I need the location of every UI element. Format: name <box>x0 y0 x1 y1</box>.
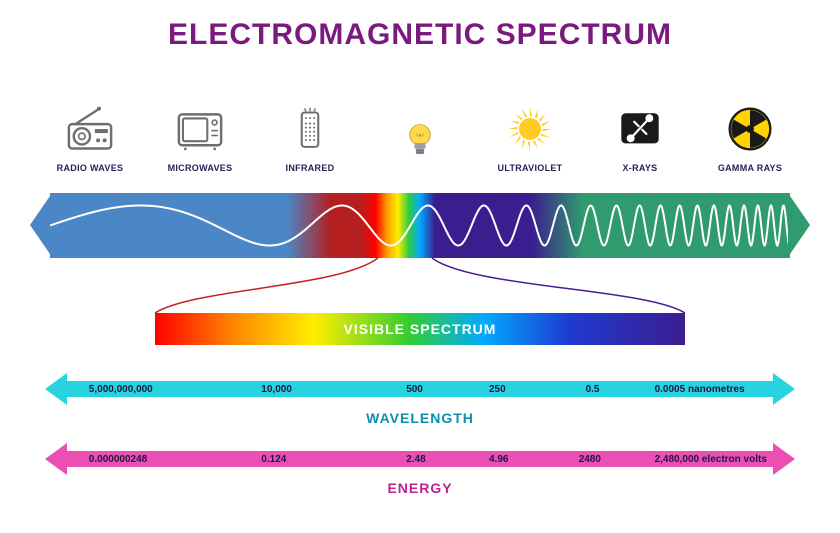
band-remote: INFRARED <box>270 101 350 173</box>
band-radio: RADIO WAVES <box>50 101 130 173</box>
band-label: ULTRAVIOLET <box>498 163 563 173</box>
spectrum-wave <box>30 193 810 258</box>
scale-value: 0.5 <box>586 384 600 395</box>
band-label: RADIO WAVES <box>57 163 124 173</box>
scale-value: 5,000,000,000 <box>89 384 153 395</box>
microwave-icon <box>172 101 228 157</box>
energy-label: ENERGY <box>0 480 840 496</box>
band-radiation: GAMMA RAYS <box>710 101 790 173</box>
band-microwave: MICROWAVES <box>160 101 240 173</box>
scale-value: 500 <box>406 384 423 395</box>
band-sun: ULTRAVIOLET <box>490 101 570 173</box>
scale-value: 2480 <box>579 454 601 465</box>
band-label: MICROWAVES <box>168 163 233 173</box>
scale-value: 250 <box>489 384 506 395</box>
sun-icon <box>502 101 558 157</box>
arrow-left-icon <box>45 443 67 475</box>
scale-value: 0.000000248 <box>89 454 147 465</box>
band-bulb <box>380 111 460 173</box>
scale-value: 2.48 <box>406 454 425 465</box>
wavelength-values: 5,000,000,000 10,000 500 250 0.5 0.0005 nanom… <box>75 381 765 397</box>
arrow-right-icon <box>773 373 795 405</box>
radiation-icon <box>722 101 778 157</box>
xray-icon <box>612 101 668 157</box>
remote-icon <box>282 101 338 157</box>
arrow-left-icon <box>45 373 67 405</box>
energy-arrow: 0.000000248 0.124 2.48 4.96 2480 2,480,000 el… <box>45 443 795 475</box>
spectrum-gradient-bar <box>50 193 790 258</box>
visible-connector-lines <box>0 258 840 318</box>
band-icons-row: RADIO WAVES MICROWAVES INFRARED ULTRAVIOLET… <box>50 83 790 173</box>
band-label: INFRARED <box>286 163 335 173</box>
wave-line <box>50 193 790 258</box>
band-xray: X-RAYS <box>600 101 680 173</box>
arrow-right-icon <box>773 443 795 475</box>
page-title: ELECTROMAGNETIC SPECTRUM <box>0 18 840 52</box>
scale-value: 4.96 <box>489 454 508 465</box>
radio-icon <box>62 101 118 157</box>
band-label: GAMMA RAYS <box>718 163 782 173</box>
scale-value: 0.0005 nanometres <box>655 384 745 395</box>
band-label: X-RAYS <box>623 163 658 173</box>
scale-value: 2,480,000 electron volts <box>655 454 767 465</box>
energy-values: 0.000000248 0.124 2.48 4.96 2480 2,480,000 el… <box>75 451 765 467</box>
scale-value: 10,000 <box>261 384 292 395</box>
visible-spectrum-label: VISIBLE SPECTRUM <box>344 321 497 337</box>
wavelength-label: WAVELENGTH <box>0 410 840 426</box>
spectrum-arrow-right <box>788 193 810 257</box>
bulb-icon <box>392 111 448 167</box>
visible-spectrum-bar: VISIBLE SPECTRUM <box>155 313 685 345</box>
spectrum-arrow-left <box>30 193 52 257</box>
scale-value: 0.124 <box>261 454 286 465</box>
wavelength-arrow: 5,000,000,000 10,000 500 250 0.5 0.0005 nanom… <box>45 373 795 405</box>
